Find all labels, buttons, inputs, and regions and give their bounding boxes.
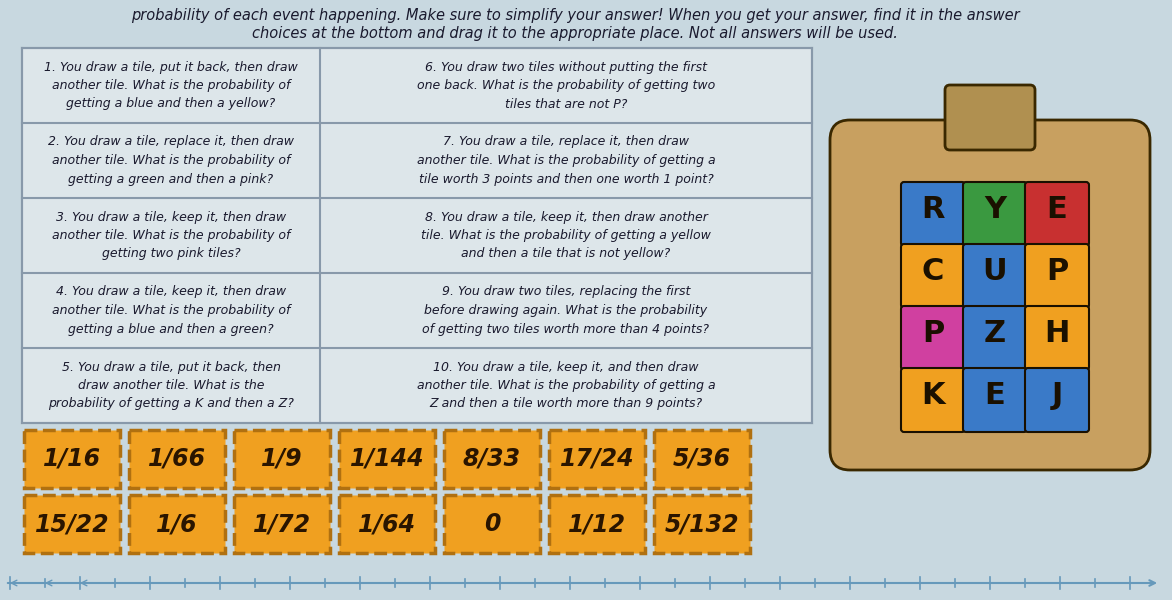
Text: 2. You draw a tile, replace it, then draw
another tile. What is the probability : 2. You draw a tile, replace it, then dra…	[48, 136, 294, 185]
FancyBboxPatch shape	[901, 182, 965, 246]
Text: 1/64: 1/64	[357, 512, 416, 536]
Bar	[234, 495, 331, 553]
Bar	[654, 430, 750, 488]
Bar	[548, 430, 645, 488]
Text: probability of each event happening. Make sure to simplify your answer! When you: probability of each event happening. Mak…	[131, 8, 1020, 23]
Text: 0: 0	[484, 512, 500, 536]
Bar	[129, 430, 225, 488]
Text: 1/12: 1/12	[568, 512, 626, 536]
Text: 1/9: 1/9	[261, 447, 302, 471]
Text: 5. You draw a tile, put it back, then
draw another tile. What is the
probability: 5. You draw a tile, put it back, then dr…	[48, 361, 294, 410]
Text: 7. You draw a tile, replace it, then draw
another tile. What is the probability : 7. You draw a tile, replace it, then dra…	[417, 136, 715, 185]
FancyBboxPatch shape	[963, 306, 1027, 370]
Bar	[339, 430, 435, 488]
Text: P: P	[922, 319, 945, 349]
Text: 1/6: 1/6	[156, 512, 198, 536]
Text: Z: Z	[984, 319, 1006, 349]
Bar	[444, 430, 540, 488]
Bar	[23, 495, 120, 553]
Text: 10. You draw a tile, keep it, and then draw
another tile. What is the probabilit: 10. You draw a tile, keep it, and then d…	[417, 361, 715, 410]
Text: H: H	[1044, 319, 1070, 349]
FancyBboxPatch shape	[1026, 182, 1089, 246]
FancyBboxPatch shape	[945, 85, 1035, 150]
FancyBboxPatch shape	[1026, 368, 1089, 432]
Text: E: E	[984, 382, 1006, 410]
Text: J: J	[1051, 382, 1063, 410]
Bar	[654, 495, 750, 553]
Text: 3. You draw a tile, keep it, then draw
another tile. What is the probability of
: 3. You draw a tile, keep it, then draw a…	[52, 211, 291, 260]
FancyBboxPatch shape	[963, 368, 1027, 432]
FancyBboxPatch shape	[963, 244, 1027, 308]
Text: 1. You draw a tile, put it back, then draw
another tile. What is the probability: 1. You draw a tile, put it back, then dr…	[45, 61, 298, 110]
FancyBboxPatch shape	[901, 368, 965, 432]
Text: 1/144: 1/144	[349, 447, 424, 471]
FancyBboxPatch shape	[901, 244, 965, 308]
Bar	[22, 48, 812, 423]
Bar	[129, 495, 225, 553]
Text: R: R	[921, 196, 945, 224]
Text: 5/36: 5/36	[673, 447, 731, 471]
FancyBboxPatch shape	[1026, 244, 1089, 308]
Text: 17/24: 17/24	[560, 447, 634, 471]
Bar	[234, 430, 331, 488]
FancyBboxPatch shape	[830, 120, 1150, 470]
Text: U: U	[982, 257, 1007, 286]
Bar	[548, 495, 645, 553]
FancyBboxPatch shape	[901, 306, 965, 370]
Bar	[23, 430, 120, 488]
Text: 5/132: 5/132	[665, 512, 740, 536]
Text: choices at the bottom and drag it to the appropriate place. Not all answers will: choices at the bottom and drag it to the…	[252, 26, 898, 41]
Bar	[444, 495, 540, 553]
Text: 4. You draw a tile, keep it, then draw
another tile. What is the probability of
: 4. You draw a tile, keep it, then draw a…	[52, 286, 291, 335]
FancyBboxPatch shape	[1026, 306, 1089, 370]
Text: C: C	[922, 257, 945, 286]
Text: 9. You draw two tiles, replacing the first
before drawing again. What is the pro: 9. You draw two tiles, replacing the fir…	[422, 286, 709, 335]
Text: E: E	[1047, 196, 1068, 224]
Text: 1/66: 1/66	[148, 447, 206, 471]
Text: Y: Y	[984, 196, 1006, 224]
Text: P: P	[1045, 257, 1068, 286]
Text: 8/33: 8/33	[463, 447, 522, 471]
Text: K: K	[921, 382, 945, 410]
Text: 1/16: 1/16	[43, 447, 101, 471]
FancyBboxPatch shape	[963, 182, 1027, 246]
Text: 6. You draw two tiles without putting the first
one back. What is the probabilit: 6. You draw two tiles without putting th…	[417, 61, 715, 110]
Text: 8. You draw a tile, keep it, then draw another
tile. What is the probability of : 8. You draw a tile, keep it, then draw a…	[421, 211, 711, 260]
Text: 15/22: 15/22	[35, 512, 109, 536]
Bar	[339, 495, 435, 553]
Text: 1/72: 1/72	[253, 512, 311, 536]
